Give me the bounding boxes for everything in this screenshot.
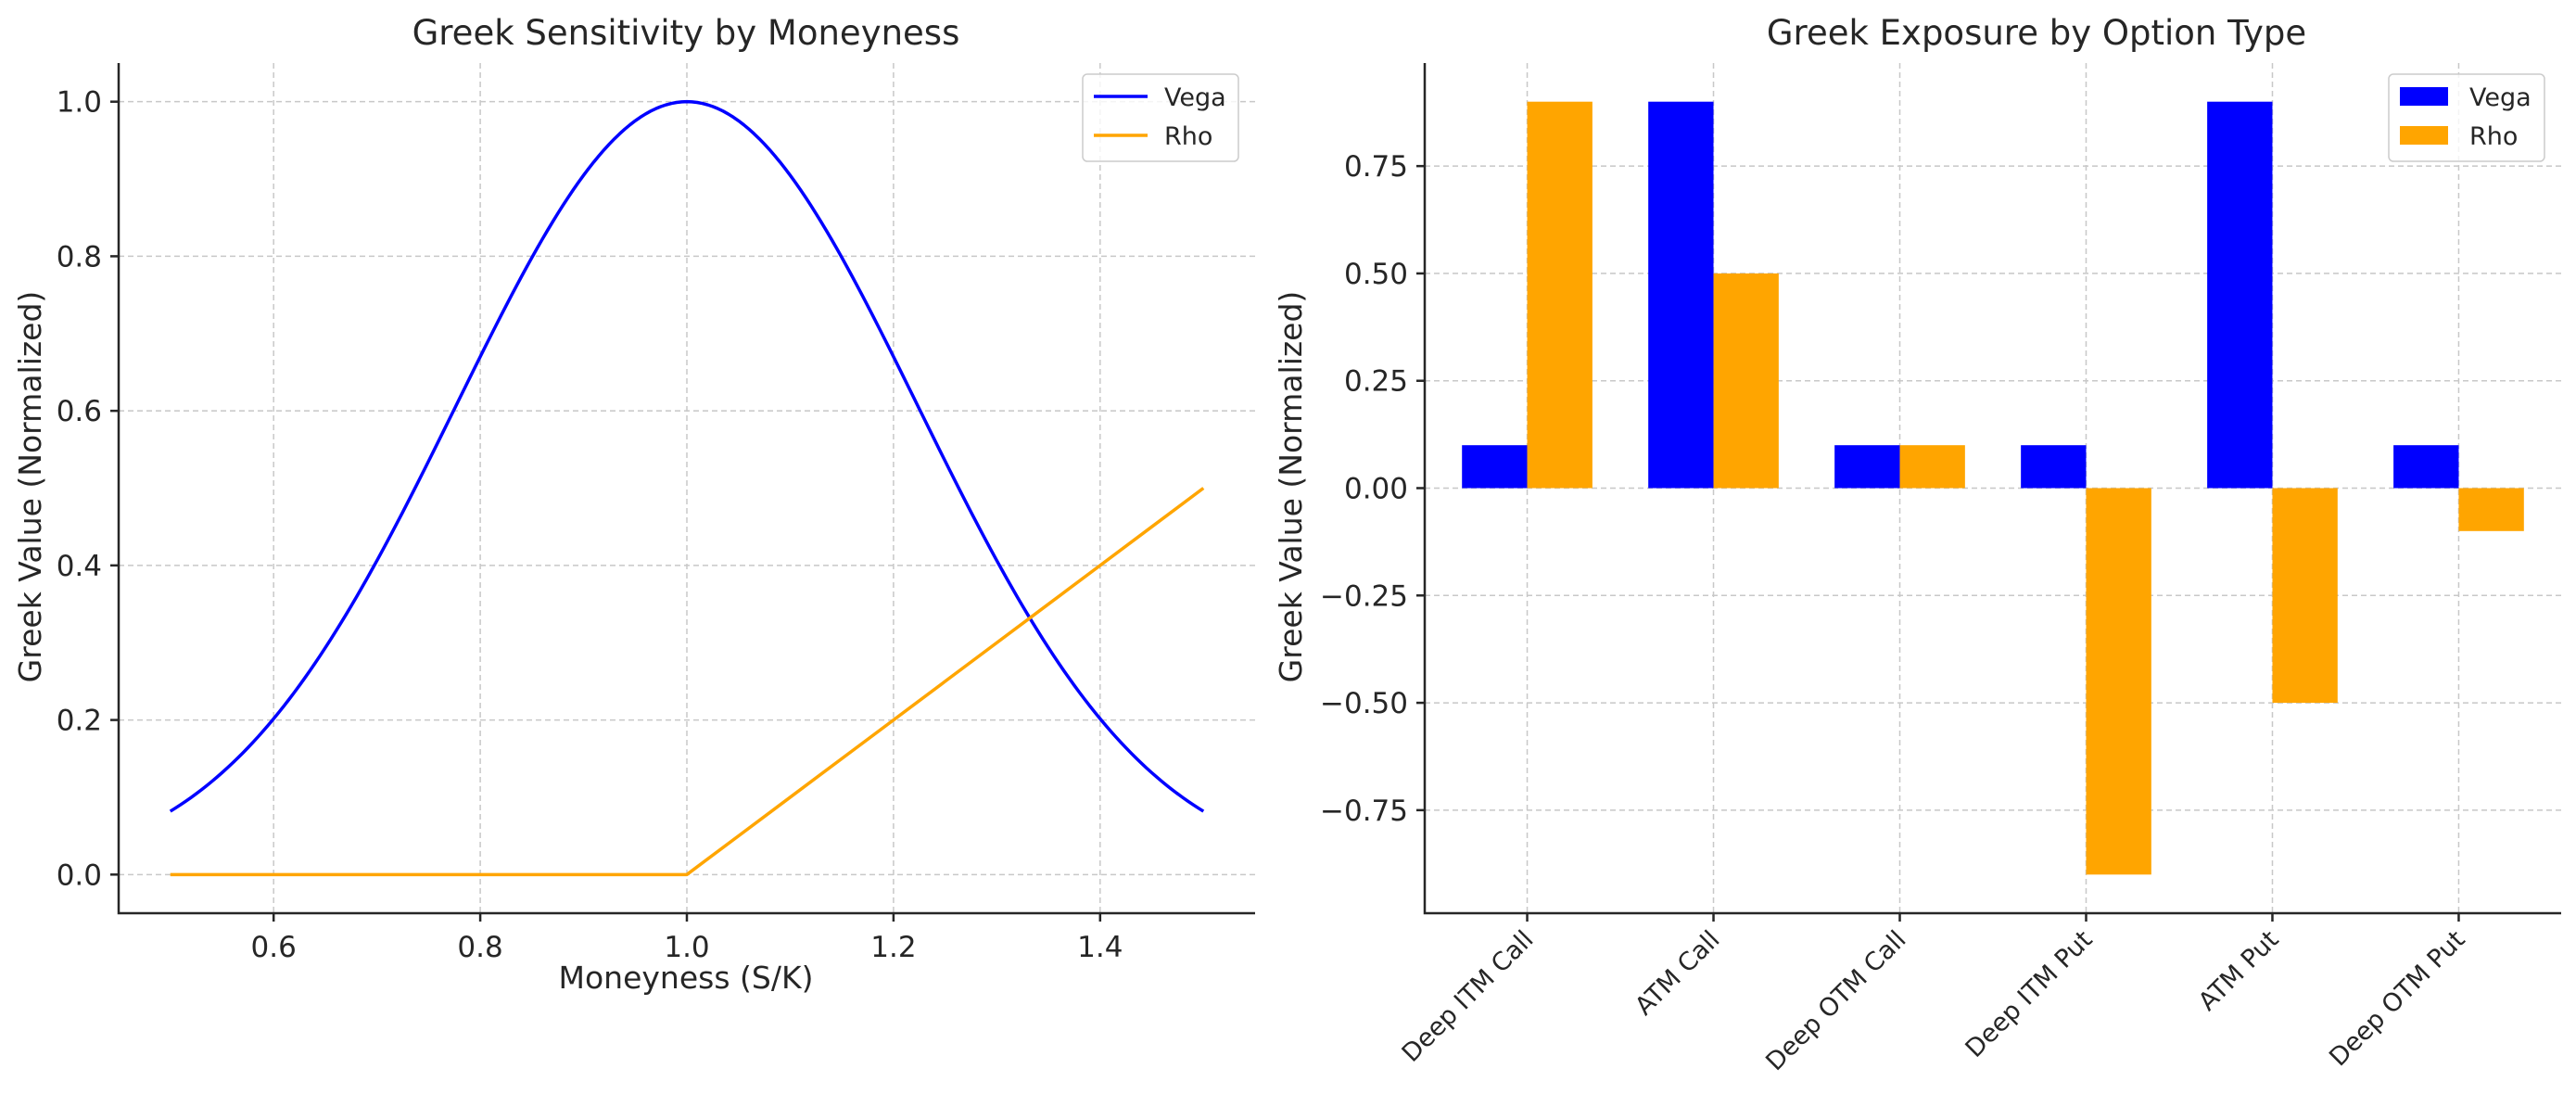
line-chart-panel: Greek Sensitivity by Moneyness 0.6 0.8 1.0… (12, 13, 1255, 996)
bar-rho (2086, 488, 2151, 875)
y-tick-label: 1.0 (57, 86, 102, 120)
y-tick-label: 0.4 (57, 550, 102, 583)
line-chart-y-ticks: 0.0 0.2 0.4 0.6 0.8 1.0 (57, 86, 119, 892)
legend-swatch-rho (2400, 126, 2448, 145)
x-tick-label: Deep OTM Call (1760, 925, 1911, 1076)
legend-swatch-vega (2400, 87, 2448, 106)
x-tick-label: ATM Put (2193, 925, 2284, 1016)
bar-chart-y-axis-label: Greek Value (Normalized) (1273, 291, 1309, 683)
x-tick-label: Deep ITM Put (1961, 925, 2099, 1063)
line-chart-axes (117, 63, 1255, 915)
legend-label-rho: Rho (1164, 122, 1212, 151)
line-chart-grid (119, 63, 1255, 913)
bar-chart-legend: Vega Rho (2388, 73, 2545, 162)
series-line-rho (170, 487, 1205, 877)
x-tick-label: 0.8 (457, 931, 502, 964)
y-tick-label: −0.25 (1320, 579, 1408, 613)
y-tick-label: 0.0 (57, 859, 102, 892)
bar-vega (2021, 445, 2087, 489)
y-tick-label: 0.75 (1344, 150, 1408, 184)
line-chart-series (169, 99, 1205, 877)
bar-vega (1462, 445, 1528, 489)
line-chart-legend: Vega Rho (1082, 73, 1239, 162)
y-tick-label: 0.00 (1344, 473, 1408, 506)
bar-chart-axes (1423, 63, 2561, 915)
y-tick-label: 0.25 (1344, 365, 1408, 399)
bar-chart-panel: Greek Exposure by Option Type Deep ITM C… (1273, 13, 2561, 1076)
bar-rho (1527, 101, 1593, 489)
legend-label-vega: Vega (1164, 83, 1226, 112)
y-tick-label: 0.2 (57, 705, 102, 738)
bar-vega (2393, 445, 2459, 489)
bar-vega (1834, 445, 1900, 489)
x-tick-label: 1.2 (870, 931, 916, 964)
x-tick-label: 1.0 (664, 931, 709, 964)
series-line-vega (169, 99, 1205, 813)
x-tick-label: ATM Call (1630, 925, 1725, 1021)
line-chart-x-ticks: 0.6 0.8 1.0 1.2 1.4 (251, 913, 1123, 964)
line-chart-title: Greek Sensitivity by Moneyness (412, 13, 960, 53)
bar-vega (1648, 101, 1714, 489)
legend-label-vega: Vega (2469, 83, 2532, 112)
bar-chart-x-ticks: Deep ITM Call ATM Call Deep OTM Call Deep I… (1397, 913, 2470, 1076)
y-tick-label: −0.75 (1320, 795, 1408, 828)
bar-rho (1713, 273, 1779, 489)
x-tick-label: Deep ITM Call (1397, 925, 1540, 1068)
bar-rho (2458, 488, 2524, 531)
line-chart-y-axis-label: Greek Value (Normalized) (12, 291, 48, 683)
x-tick-label: 0.6 (251, 931, 297, 964)
y-tick-label: 0.50 (1344, 258, 1408, 291)
bar-rho (2272, 488, 2338, 704)
bar-rho (1899, 445, 1965, 489)
legend-label-rho: Rho (2469, 122, 2518, 151)
y-tick-label: 0.8 (57, 240, 102, 274)
line-chart-x-axis-label: Moneyness (S/K) (559, 960, 814, 996)
y-tick-label: 0.6 (57, 395, 102, 428)
x-tick-label: 1.4 (1077, 931, 1123, 964)
bar-chart-bars (1462, 101, 2524, 875)
bar-vega (2207, 101, 2273, 489)
bar-chart-title: Greek Exposure by Option Type (1767, 13, 2306, 53)
y-tick-label: −0.50 (1320, 687, 1408, 720)
x-tick-label: Deep OTM Put (2324, 925, 2470, 1072)
bar-chart-y-ticks: −0.75 −0.50 −0.25 0.00 0.25 0.50 0.75 (1320, 150, 1425, 828)
bar-chart-grid (1425, 63, 2561, 913)
